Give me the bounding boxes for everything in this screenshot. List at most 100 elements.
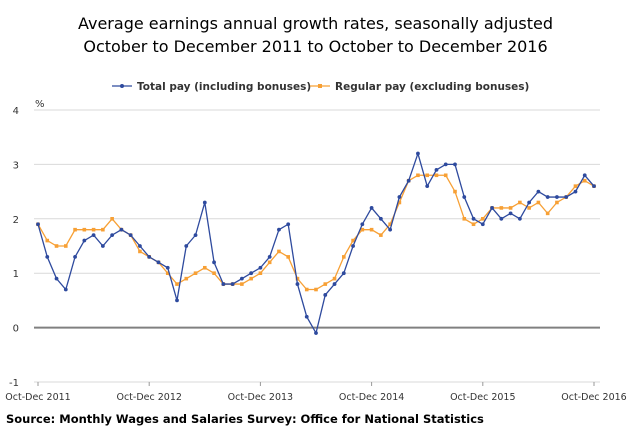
data-point xyxy=(480,222,485,227)
data-point xyxy=(249,271,254,276)
data-point xyxy=(453,189,457,194)
y-tick-label: 1 xyxy=(13,269,19,280)
data-point xyxy=(165,265,170,270)
data-point xyxy=(212,271,216,275)
data-point xyxy=(240,282,244,286)
data-point xyxy=(499,216,504,221)
data-point xyxy=(564,195,569,199)
data-point xyxy=(573,184,578,188)
data-point xyxy=(536,189,541,194)
data-point xyxy=(332,276,337,281)
data-point xyxy=(555,195,559,199)
data-point xyxy=(212,260,216,265)
data-point xyxy=(369,227,374,232)
data-point xyxy=(416,151,420,156)
series-line xyxy=(37,174,595,291)
data-point xyxy=(434,167,439,172)
data-point xyxy=(434,173,439,178)
data-point xyxy=(341,271,346,276)
data-point xyxy=(36,222,40,227)
data-point xyxy=(453,162,457,167)
data-point xyxy=(138,244,142,248)
data-point xyxy=(184,244,189,248)
data-point xyxy=(193,233,198,238)
x-tick-label: Oct-Dec 2013 xyxy=(228,392,293,403)
legend-marker xyxy=(120,84,124,88)
data-point xyxy=(508,211,513,216)
data-point xyxy=(582,178,587,183)
x-tick-label: Oct-Dec 2016 xyxy=(561,392,626,403)
data-point xyxy=(508,206,513,210)
data-point xyxy=(323,293,328,297)
data-point xyxy=(527,200,532,205)
data-point xyxy=(147,254,152,259)
data-point xyxy=(369,206,374,210)
data-point xyxy=(323,282,328,286)
data-point xyxy=(314,331,318,335)
data-point xyxy=(82,238,87,243)
data-point xyxy=(110,217,114,221)
data-point xyxy=(54,244,59,248)
data-point xyxy=(175,298,179,303)
data-point xyxy=(119,227,124,232)
data-point xyxy=(471,222,476,227)
data-point xyxy=(249,276,253,281)
data-point xyxy=(295,276,300,281)
data-point xyxy=(110,233,115,238)
data-point xyxy=(184,276,189,281)
data-point xyxy=(555,200,559,205)
data-point xyxy=(443,162,448,167)
data-point xyxy=(258,265,263,270)
data-point xyxy=(517,216,522,221)
chart-title: Average earnings annual growth rates, se… xyxy=(77,14,554,33)
source-note: Source: Monthly Wages and Salaries Surve… xyxy=(6,412,484,426)
y-tick-label: -1 xyxy=(9,378,19,389)
data-point xyxy=(360,227,365,232)
data-point xyxy=(100,244,105,248)
data-point xyxy=(221,282,226,286)
data-point xyxy=(73,254,77,259)
data-point xyxy=(314,287,318,292)
data-point xyxy=(388,227,393,232)
data-point xyxy=(45,254,50,259)
data-point xyxy=(63,287,68,292)
data-point xyxy=(545,211,550,216)
data-point xyxy=(202,200,207,205)
data-point xyxy=(351,244,355,248)
data-point xyxy=(499,206,504,210)
data-point xyxy=(128,233,133,238)
data-point xyxy=(397,200,402,205)
data-point xyxy=(443,173,448,178)
data-point xyxy=(45,238,50,243)
x-tick-label: Oct-Dec 2014 xyxy=(339,392,404,403)
data-point xyxy=(175,282,179,286)
data-point xyxy=(286,222,291,227)
data-point xyxy=(138,249,142,254)
data-point xyxy=(462,195,467,199)
data-point xyxy=(378,216,383,221)
x-tick-label: Oct-Dec 2011 xyxy=(5,392,70,403)
data-point xyxy=(425,184,430,189)
data-point xyxy=(406,178,411,183)
data-point xyxy=(416,173,420,178)
data-point xyxy=(518,200,522,205)
data-point xyxy=(82,227,87,232)
data-point xyxy=(481,217,485,221)
data-point xyxy=(101,227,105,232)
data-point xyxy=(230,282,235,286)
data-point xyxy=(277,227,281,232)
data-point xyxy=(425,173,429,178)
data-point xyxy=(73,227,77,232)
data-point xyxy=(342,255,346,259)
data-point xyxy=(360,222,365,227)
legend-marker xyxy=(318,84,322,88)
x-tick-label: Oct-Dec 2015 xyxy=(450,392,515,403)
data-point xyxy=(582,173,587,178)
data-point xyxy=(239,276,244,281)
data-point xyxy=(277,249,281,254)
y-tick-label: 4 xyxy=(13,106,19,117)
data-point xyxy=(91,233,96,238)
data-point xyxy=(54,276,59,281)
